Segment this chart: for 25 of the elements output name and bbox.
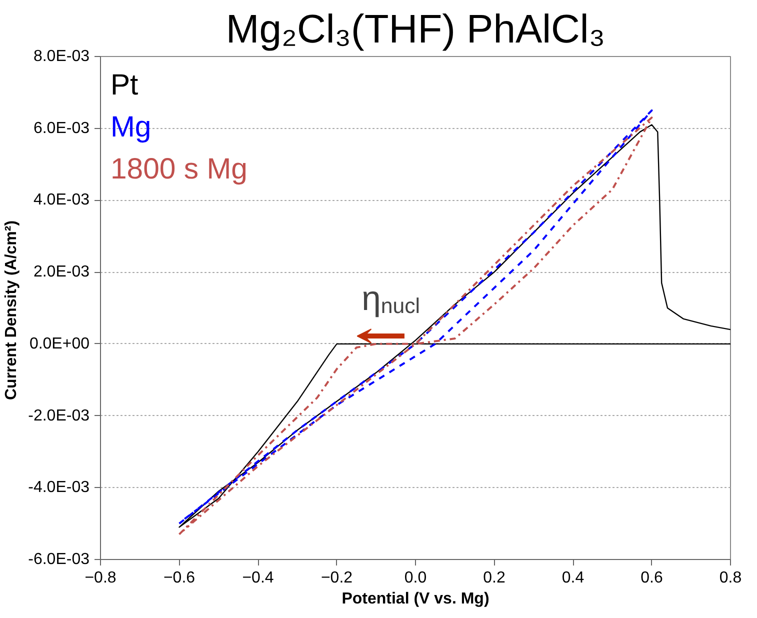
x-axis-title: Potential (V vs. Mg) bbox=[342, 590, 490, 608]
annotation: ηnucl bbox=[362, 280, 420, 318]
text: Pt bbox=[110, 68, 138, 102]
text: Mg bbox=[110, 110, 152, 144]
y-tick-label: -6.0E-03 bbox=[28, 551, 90, 568]
y-tick-label: 0.0E+00 bbox=[29, 335, 90, 352]
x-tick-label: 0.4 bbox=[562, 570, 584, 586]
y-tick-label: 4.0E-03 bbox=[33, 192, 90, 209]
x-tick-label: −0.8 bbox=[84, 570, 116, 586]
y-tick-label: -4.0E-03 bbox=[28, 479, 90, 496]
x-tick-label: −0.2 bbox=[320, 570, 353, 586]
x-tick-label: 0.6 bbox=[640, 570, 663, 586]
text: 1800 s Mg bbox=[110, 152, 248, 186]
x-tick-label: −0.6 bbox=[163, 570, 196, 586]
y-tick-label: 8.0E-03 bbox=[33, 48, 90, 65]
x-tick-label: 0.0 bbox=[404, 570, 427, 586]
x-tick-label: 0.8 bbox=[719, 570, 742, 586]
x-tick-label: −0.4 bbox=[242, 570, 274, 586]
y-tick-label: -2.0E-03 bbox=[28, 407, 90, 424]
y-tick-label: 6.0E-03 bbox=[33, 120, 90, 137]
y-tick-label: 2.0E-03 bbox=[33, 264, 90, 281]
y-axis-title: Current Density (A/cm²) bbox=[3, 220, 20, 400]
x-tick-label: 0.2 bbox=[483, 570, 506, 586]
line-series bbox=[178, 124, 730, 528]
chart-title: Mg₂Cl₃(THF) PhAlCl₃ bbox=[226, 8, 606, 52]
